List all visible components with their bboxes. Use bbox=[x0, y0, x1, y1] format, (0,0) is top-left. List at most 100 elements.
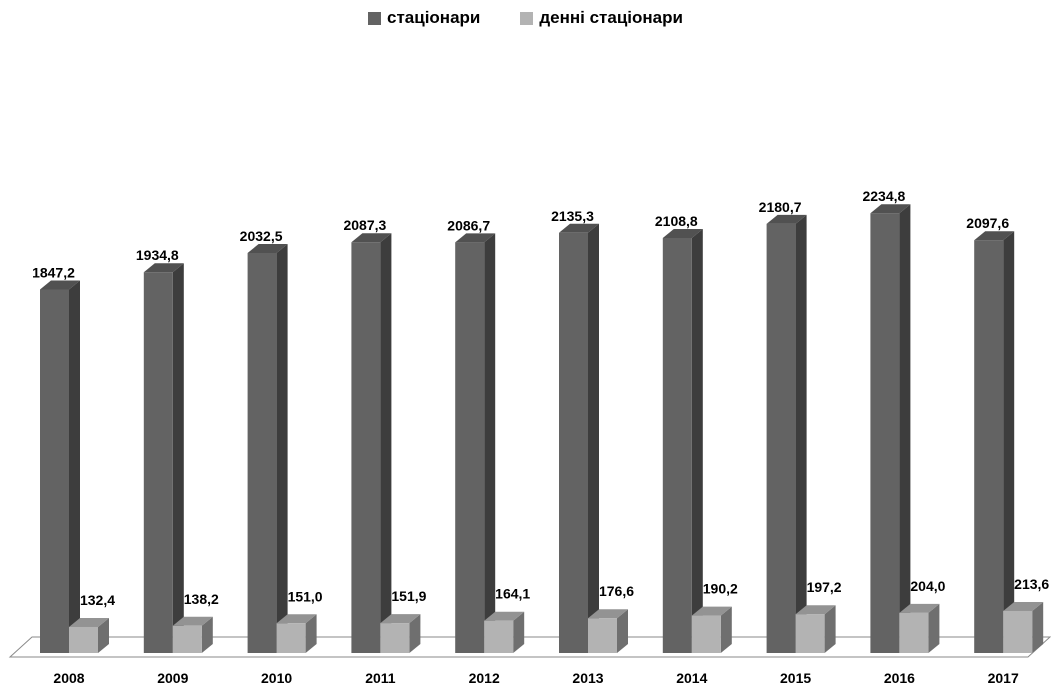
data-label-series-2: 176,6 bbox=[599, 583, 634, 599]
x-tick-label: 2016 bbox=[884, 670, 915, 686]
bar-front-face bbox=[588, 618, 617, 653]
bar-side-face bbox=[380, 233, 392, 653]
bar-series-1 bbox=[143, 263, 184, 653]
data-label-series-1: 2086,7 bbox=[447, 217, 490, 233]
bar-side-face bbox=[201, 616, 213, 653]
bar-top-face bbox=[559, 223, 599, 233]
bar-side-face bbox=[409, 614, 421, 653]
bar-front-face bbox=[870, 213, 900, 654]
bar-side-face bbox=[588, 223, 599, 654]
bar-front-face bbox=[899, 612, 929, 653]
bar-front-face bbox=[766, 223, 796, 653]
bar-series-2 bbox=[276, 614, 317, 653]
bar-front-face bbox=[662, 237, 692, 653]
x-tick-label: 2015 bbox=[780, 670, 811, 686]
bar-side-face bbox=[1003, 231, 1015, 653]
bar-side-face bbox=[720, 606, 732, 653]
bar-series-1 bbox=[247, 244, 288, 653]
bar-series-1 bbox=[455, 233, 496, 653]
bar-front-face bbox=[40, 289, 69, 653]
bar-front-face bbox=[69, 626, 98, 653]
bar-side-face bbox=[172, 263, 184, 653]
data-label-series-2: 204,0 bbox=[910, 578, 945, 594]
data-label-series-2: 151,0 bbox=[288, 588, 323, 604]
bar-front-face bbox=[1003, 610, 1033, 653]
bar-side-face bbox=[795, 214, 807, 653]
bar-series-1 bbox=[559, 223, 599, 654]
data-label-series-1: 2087,3 bbox=[343, 217, 386, 233]
bar-top-face bbox=[380, 614, 421, 624]
bar-top-face bbox=[870, 204, 911, 214]
bars-layer bbox=[40, 204, 1044, 654]
labels-layer: 2008 2009 2010 2011 2012 2013 2014 2015 2016 2017… bbox=[32, 188, 1049, 686]
bar-top-face bbox=[276, 614, 317, 624]
bar-series-2 bbox=[691, 606, 732, 653]
bar-front-face bbox=[974, 240, 1004, 653]
bar-series-2 bbox=[69, 617, 109, 653]
bar-top-face bbox=[766, 214, 807, 224]
bar-series-1 bbox=[870, 204, 911, 654]
bar-front-face bbox=[247, 253, 277, 653]
data-label-series-1: 2097,6 bbox=[966, 215, 1009, 231]
data-label-series-2: 213,6 bbox=[1014, 576, 1049, 592]
data-label-series-1: 1847,2 bbox=[32, 264, 75, 280]
bar-top-face bbox=[588, 609, 628, 619]
x-tick-label: 2013 bbox=[572, 670, 603, 686]
x-tick-label: 2014 bbox=[676, 670, 707, 686]
bar-series-1 bbox=[40, 280, 80, 653]
bar-front-face bbox=[795, 614, 825, 653]
x-tick-label: 2017 bbox=[988, 670, 1019, 686]
bar-front-face bbox=[691, 615, 721, 653]
data-label-series-1: 2032,5 bbox=[240, 228, 283, 244]
data-label-series-2: 164,1 bbox=[495, 586, 530, 602]
x-tick-label: 2010 bbox=[261, 670, 292, 686]
data-label-series-1: 2234,8 bbox=[862, 188, 905, 204]
data-label-series-1: 2135,3 bbox=[551, 208, 594, 224]
bar-series-2 bbox=[172, 616, 213, 653]
bar-front-face bbox=[559, 232, 588, 654]
bar-front-face bbox=[455, 242, 485, 653]
bar-series-2 bbox=[588, 609, 628, 653]
bar-front-face bbox=[172, 625, 202, 653]
legend-swatch-series-1 bbox=[368, 11, 382, 25]
bar-top-face bbox=[172, 616, 213, 626]
bar-top-face bbox=[40, 280, 80, 290]
x-tick-label: 2012 bbox=[469, 670, 500, 686]
bar-top-face bbox=[455, 233, 496, 243]
data-label-series-2: 190,2 bbox=[703, 581, 738, 597]
bar-series-1 bbox=[766, 214, 807, 653]
bar-side-face bbox=[899, 204, 911, 654]
bar-front-face bbox=[276, 623, 306, 653]
bar-side-face bbox=[824, 605, 836, 653]
bar-front-face bbox=[351, 242, 381, 653]
data-label-series-2: 197,2 bbox=[807, 579, 842, 595]
bar-top-face bbox=[974, 231, 1015, 241]
bar-top-face bbox=[247, 244, 288, 254]
bar-front-face bbox=[380, 623, 410, 653]
bar-top-face bbox=[484, 611, 525, 621]
legend-swatch-series-2 bbox=[520, 11, 534, 25]
x-tick-label: 2008 bbox=[53, 670, 84, 686]
bar-top-face bbox=[899, 603, 940, 613]
data-label-series-2: 151,9 bbox=[391, 588, 426, 604]
bar-side-face bbox=[305, 614, 317, 653]
data-label-series-1: 1934,8 bbox=[136, 247, 179, 263]
legend: стаціонари денні стаціонари bbox=[0, 8, 1051, 28]
bar-series-1 bbox=[351, 233, 392, 653]
bar-series-2 bbox=[899, 603, 940, 653]
legend-label-series-2: денні стаціонари bbox=[539, 8, 683, 27]
bar-top-face bbox=[795, 605, 836, 615]
data-label-series-1: 2180,7 bbox=[759, 199, 802, 215]
bar-side-face bbox=[617, 609, 628, 653]
bar-side-face bbox=[691, 228, 703, 653]
bar-side-face bbox=[98, 617, 109, 653]
data-label-series-2: 132,4 bbox=[80, 592, 115, 608]
bar-side-face bbox=[1032, 601, 1044, 653]
bar-side-face bbox=[513, 611, 525, 653]
bar-side-face bbox=[69, 280, 80, 653]
legend-label-series-1: стаціонари bbox=[387, 8, 481, 27]
legend-item-series-2: денні стаціонари bbox=[520, 8, 683, 28]
bar-side-face bbox=[484, 233, 496, 653]
bar-series-2 bbox=[795, 605, 836, 653]
